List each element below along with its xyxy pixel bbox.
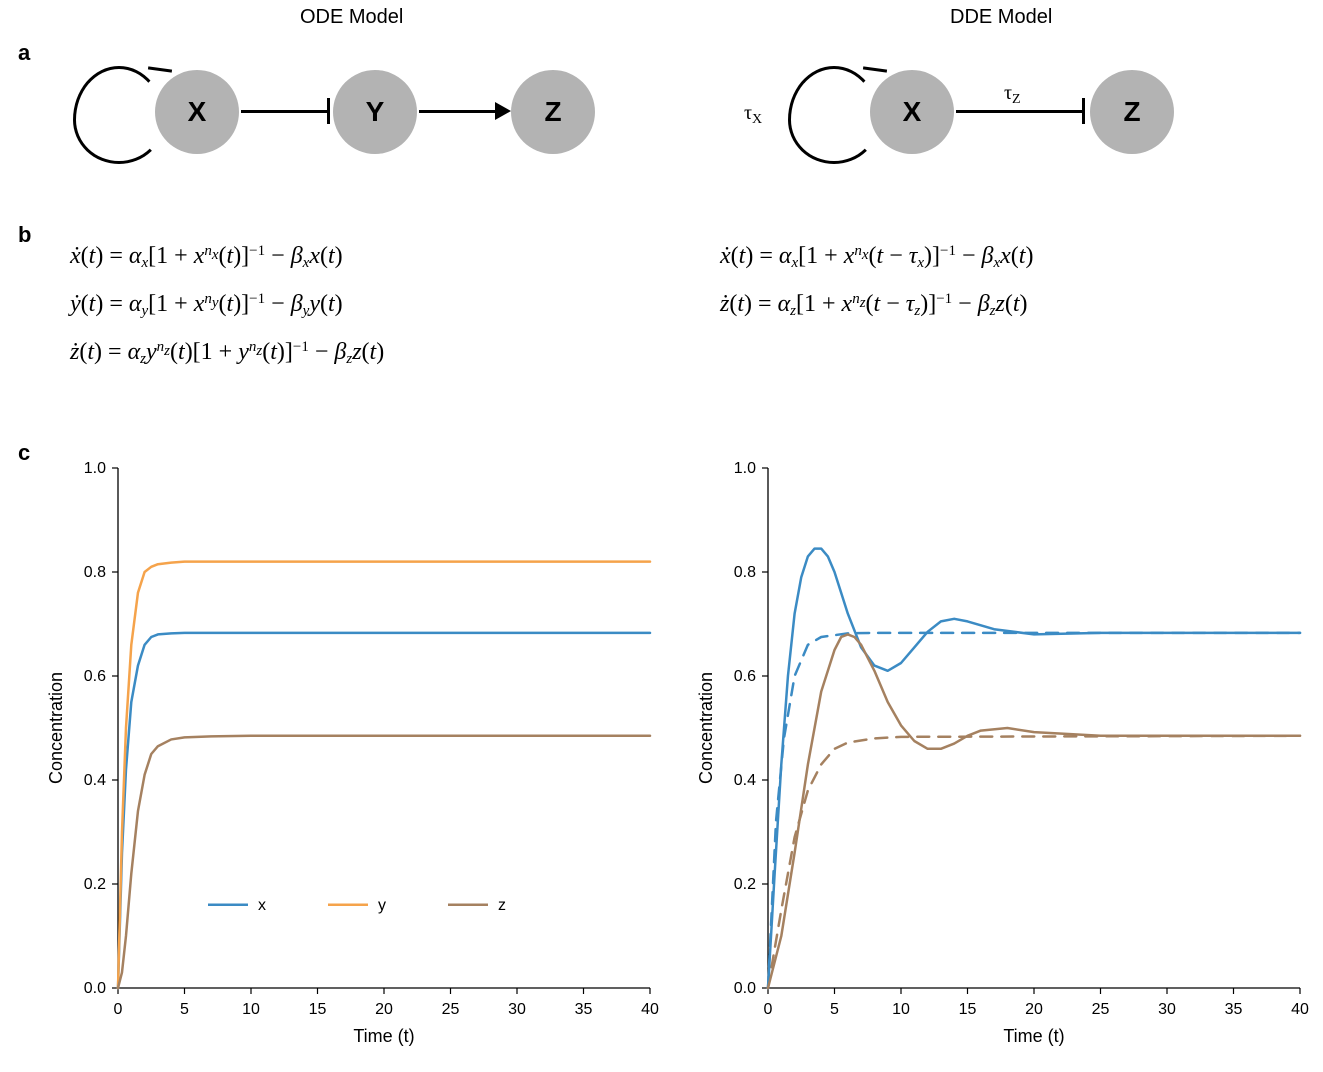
x-axis-label: Time (t) <box>353 1026 414 1046</box>
dde-eq-2: ż(t) = αz[1 + xnz(t − τz)]−1 − βzz(t) <box>720 280 1033 328</box>
ode-equations: ẋ(t) = αx[1 + xnx(t)]−1 − βxx(t) ẏ(t) = … <box>70 232 384 376</box>
node-z: Z <box>511 70 595 154</box>
chart-svg: 0 5 10 15 20 25 30 35 40 0.0 0.2 0.4 0.6 0.8 1.0 Time (… <box>40 450 670 1060</box>
node-x-label: X <box>903 96 922 128</box>
ytick-label: 0.8 <box>84 564 106 581</box>
dde-equations: ẋ(t) = αx[1 + xnx(t − τx)]−1 − βxx(t) ż(… <box>720 232 1033 328</box>
ode-eq-2: ẏ(t) = αy[1 + xny(t)]−1 − βyy(t) <box>70 280 384 328</box>
ytick-label: 0.4 <box>84 772 106 789</box>
ytick-label: 0.6 <box>734 668 756 685</box>
ode-title: ODE Model <box>300 6 403 29</box>
panel-label-b: b <box>18 222 31 248</box>
node-z: Z <box>1090 70 1174 154</box>
xtick-label: 0 <box>764 1001 773 1018</box>
legend-label-x: x <box>258 897 266 914</box>
ode-eq-3: ż(t) = αzynz(t)[1 + ynz(t)]−1 − βzz(t) <box>70 328 384 376</box>
node-y-label: Y <box>366 96 385 128</box>
legend-label-y: y <box>378 897 386 914</box>
node-y: Y <box>333 70 417 154</box>
xtick-label: 25 <box>442 1001 460 1018</box>
series-y <box>118 562 650 988</box>
node-z-label: Z <box>1123 96 1140 128</box>
node-x-label: X <box>188 96 207 128</box>
edge-x-z-cap <box>1082 98 1085 124</box>
axes <box>768 468 1300 988</box>
ode-network-diagram: X Y Z <box>75 50 635 180</box>
ytick-label: 1.0 <box>734 460 756 477</box>
legend-label-z: z <box>498 897 506 914</box>
xtick-label: 5 <box>830 1001 839 1018</box>
series-z-ref <box>768 736 1300 988</box>
xtick-label: 15 <box>959 1001 977 1018</box>
series-z <box>118 736 650 988</box>
edge-y-z-arrow <box>495 102 511 120</box>
dde-eq-1: ẋ(t) = αx[1 + xnx(t − τx)]−1 − βxx(t) <box>720 232 1033 280</box>
dde-title: DDE Model <box>950 6 1052 29</box>
series-x <box>768 549 1300 988</box>
y-axis-label: Concentration <box>696 672 716 784</box>
self-inhibit-cap <box>863 66 887 72</box>
edge-y-z <box>419 110 497 113</box>
ytick-label: 0.2 <box>734 876 756 893</box>
panel-label-a: a <box>18 40 30 66</box>
chart-svg: 0 5 10 15 20 25 30 35 40 0.0 0.2 0.4 0.6 0.8 1.0 Time (… <box>690 450 1320 1060</box>
ytick-label: 0.6 <box>84 668 106 685</box>
self-inhibit-loop <box>73 66 165 164</box>
edge-x-z <box>956 110 1082 113</box>
xtick-label: 20 <box>1025 1001 1043 1018</box>
ytick-label: 0.0 <box>734 980 756 997</box>
xtick-label: 5 <box>180 1001 189 1018</box>
ytick-label: 0.0 <box>84 980 106 997</box>
tau-x-label: τX <box>744 102 762 128</box>
tau-z-label: τZ <box>1004 82 1021 108</box>
panel-label-c: c <box>18 440 30 466</box>
xtick-label: 30 <box>508 1001 526 1018</box>
xtick-label: 30 <box>1158 1001 1176 1018</box>
xtick-label: 35 <box>575 1001 593 1018</box>
xtick-label: 15 <box>309 1001 327 1018</box>
y-axis-label: Concentration <box>46 672 66 784</box>
self-inhibit-loop <box>788 66 880 164</box>
series-z <box>768 634 1300 988</box>
ytick-label: 0.8 <box>734 564 756 581</box>
dde-chart: 0 5 10 15 20 25 30 35 40 0.0 0.2 0.4 0.6 0.8 1.0 Time (… <box>690 450 1320 1060</box>
node-x: X <box>870 70 954 154</box>
series-x <box>118 633 650 988</box>
ytick-label: 0.4 <box>734 772 756 789</box>
edge-x-y-cap <box>327 98 330 124</box>
ode-eq-1: ẋ(t) = αx[1 + xnx(t)]−1 − βxx(t) <box>70 232 384 280</box>
ytick-label: 0.2 <box>84 876 106 893</box>
xtick-label: 35 <box>1225 1001 1243 1018</box>
edge-x-y <box>241 110 327 113</box>
x-axis-label: Time (t) <box>1003 1026 1064 1046</box>
xtick-label: 20 <box>375 1001 393 1018</box>
series-x-ref <box>768 633 1300 988</box>
self-inhibit-cap <box>148 66 172 72</box>
node-z-label: Z <box>544 96 561 128</box>
xtick-label: 25 <box>1092 1001 1110 1018</box>
node-x: X <box>155 70 239 154</box>
figure-page: { "layout": { "width": 1323, "height": 1… <box>0 0 1323 1072</box>
ytick-label: 1.0 <box>84 460 106 477</box>
xtick-label: 40 <box>641 1001 659 1018</box>
dde-network-diagram: τX X Z τZ <box>730 50 1290 180</box>
xtick-label: 40 <box>1291 1001 1309 1018</box>
xtick-label: 10 <box>242 1001 260 1018</box>
ode-chart: 0 5 10 15 20 25 30 35 40 0.0 0.2 0.4 0.6 0.8 1.0 Time (… <box>40 450 670 1060</box>
xtick-label: 10 <box>892 1001 910 1018</box>
xtick-label: 0 <box>114 1001 123 1018</box>
